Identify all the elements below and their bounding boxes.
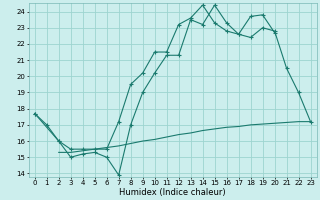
- X-axis label: Humidex (Indice chaleur): Humidex (Indice chaleur): [119, 188, 226, 197]
